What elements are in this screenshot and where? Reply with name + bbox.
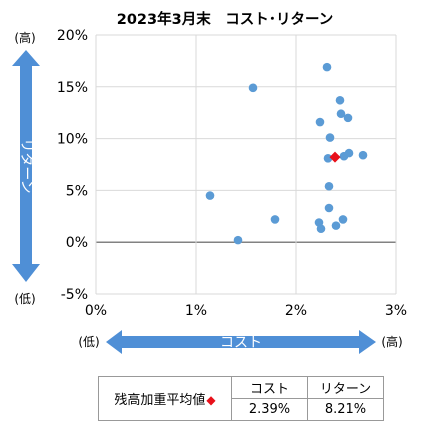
data-point	[336, 109, 346, 119]
data-point	[233, 235, 243, 245]
x-axis-arrow: コスト	[106, 330, 376, 354]
y-tick-label: -5%	[61, 287, 88, 303]
summary-row-label: 残高加重平均値	[114, 393, 206, 408]
summary-header-cost: コスト	[231, 376, 308, 399]
data-point	[335, 95, 345, 105]
data-point	[331, 221, 341, 230]
data-point	[358, 150, 368, 160]
data-point	[324, 203, 334, 213]
summary-value-return: 8.21%	[307, 398, 384, 421]
summary-table: 残高加重平均値◆ コスト リターン 2.39% 8.21%	[98, 376, 384, 421]
data-point	[205, 191, 215, 200]
data-point	[323, 153, 333, 163]
tick-labels: 20%15%10%5%0%-5%0% 1% 2% 3%	[57, 28, 407, 319]
y-tick-label: 15%	[57, 80, 88, 96]
x-arrow-shape	[106, 330, 376, 354]
weighted-average-marker	[329, 151, 341, 163]
data-point	[338, 215, 348, 224]
x-tick-label: 1%	[185, 303, 207, 319]
summary-value-cost: 2.39%	[231, 398, 308, 421]
y-low-label: (低)	[14, 292, 35, 306]
data-point	[316, 224, 326, 234]
y-tick-label: 20%	[57, 28, 88, 44]
y-arrow-shape	[12, 50, 40, 282]
chart-title: 2023年3月末 コスト･リターン	[117, 10, 333, 28]
x-tick-label: 0%	[85, 303, 107, 319]
x-tick-label: 3%	[385, 303, 407, 319]
data-point	[315, 117, 325, 127]
data-points	[205, 62, 368, 245]
y-axis-arrow: リターン	[12, 50, 40, 282]
y-high-label: (高)	[14, 30, 35, 45]
data-point	[322, 62, 332, 72]
x-tick-label: 2%	[285, 303, 307, 319]
grid	[95, 34, 397, 295]
data-point	[248, 83, 258, 93]
summary-value-row: 2.39% 8.21%	[99, 398, 384, 421]
x-low-label: (低)	[78, 335, 99, 349]
x-axis-label: コスト	[220, 335, 262, 351]
y-tick-label: 10%	[57, 132, 88, 148]
y-tick-label: 0%	[66, 235, 88, 251]
data-point	[270, 215, 280, 224]
x-high-label: (高)	[381, 334, 402, 349]
data-point	[325, 133, 335, 142]
summary-header-row: 残高加重平均値◆ コスト リターン	[98, 376, 384, 421]
y-axis-label: リターン	[18, 138, 34, 193]
summary-row-label-cell: 残高加重平均値◆	[98, 376, 232, 421]
data-point	[343, 113, 353, 123]
summary-header-return: リターン	[307, 376, 384, 399]
average-marker-icon: ◆	[206, 393, 216, 407]
data-point	[324, 181, 334, 191]
y-tick-label: 5%	[66, 183, 88, 199]
data-point	[344, 148, 354, 158]
